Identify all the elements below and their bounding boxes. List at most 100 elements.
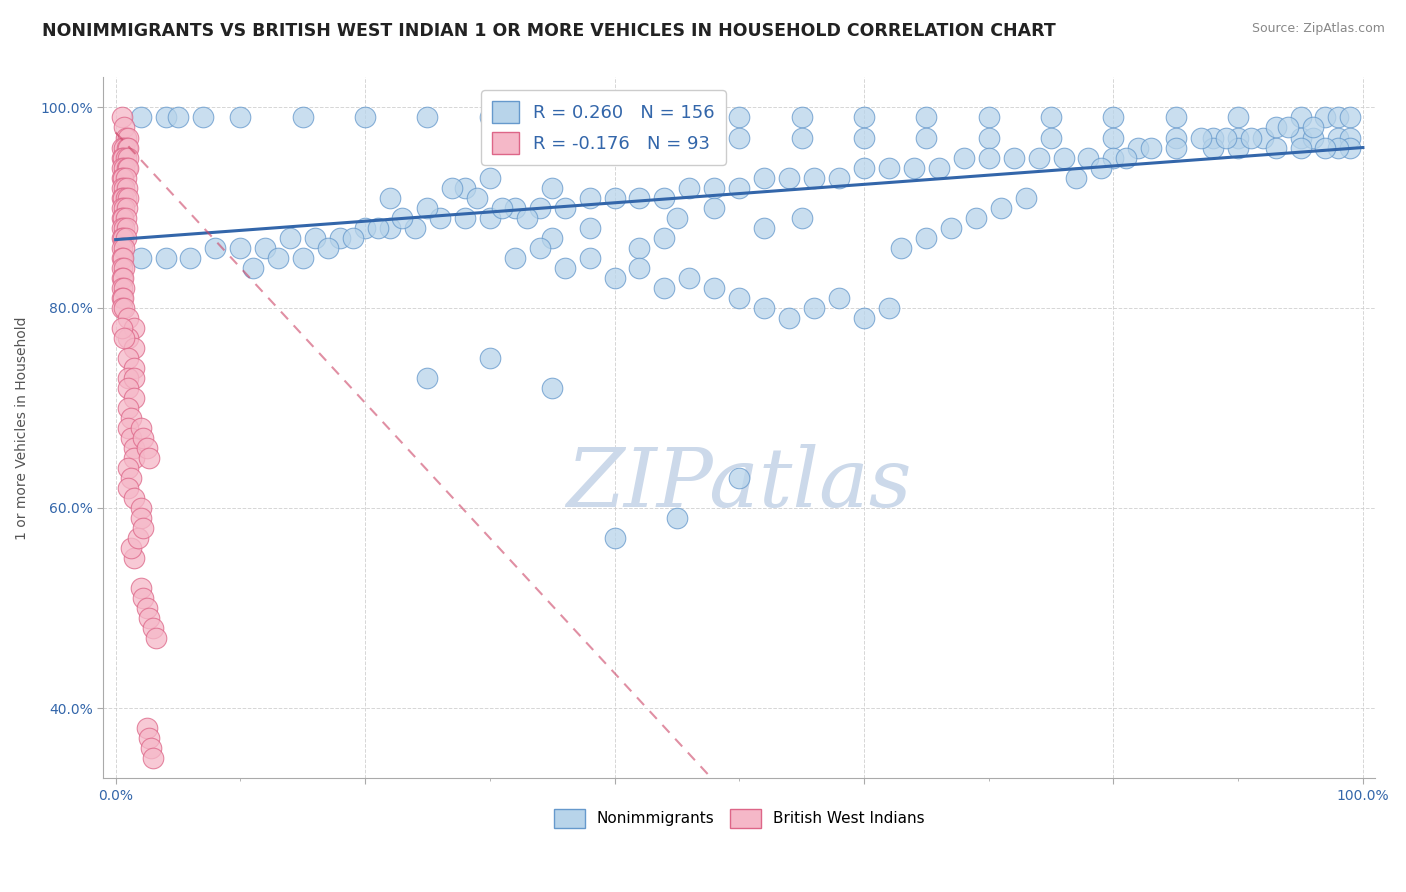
Point <box>129 500 152 515</box>
Point <box>628 241 651 255</box>
Point <box>915 130 938 145</box>
Point <box>124 360 146 375</box>
Point <box>678 270 700 285</box>
Point <box>304 230 326 244</box>
Point <box>129 581 152 595</box>
Point <box>112 230 135 244</box>
Point <box>111 260 134 275</box>
Point <box>129 111 152 125</box>
Point <box>129 511 152 525</box>
Point <box>114 130 136 145</box>
Point <box>112 301 135 315</box>
Point <box>112 270 135 285</box>
Point <box>603 190 626 204</box>
Point <box>129 251 152 265</box>
Point <box>291 111 314 125</box>
Point <box>790 111 813 125</box>
Point <box>1015 190 1038 204</box>
Point <box>728 291 751 305</box>
Point <box>977 111 1000 125</box>
Point <box>603 531 626 545</box>
Point <box>1202 130 1225 145</box>
Point <box>728 471 751 485</box>
Point <box>114 151 136 165</box>
Point <box>378 220 401 235</box>
Legend: Nonimmigrants, British West Indians: Nonimmigrants, British West Indians <box>548 803 931 834</box>
Point <box>138 450 160 465</box>
Point <box>111 281 134 295</box>
Point <box>928 161 950 175</box>
Point <box>478 211 501 225</box>
Text: Source: ZipAtlas.com: Source: ZipAtlas.com <box>1251 22 1385 36</box>
Point <box>877 161 900 175</box>
Point <box>1077 151 1099 165</box>
Point <box>111 301 134 315</box>
Point <box>117 481 139 495</box>
Point <box>129 421 152 435</box>
Point <box>142 751 165 765</box>
Point <box>1339 140 1361 154</box>
Point <box>112 220 135 235</box>
Point <box>1289 111 1312 125</box>
Text: ZIPatlas: ZIPatlas <box>567 444 912 524</box>
Point <box>124 491 146 505</box>
Point <box>1164 130 1187 145</box>
Point <box>124 450 146 465</box>
Point <box>416 371 439 385</box>
Point <box>115 140 138 154</box>
Point <box>111 180 134 194</box>
Point <box>117 381 139 395</box>
Point <box>111 230 134 244</box>
Point <box>135 441 157 455</box>
Point <box>124 441 146 455</box>
Point <box>603 130 626 145</box>
Point <box>117 401 139 415</box>
Point <box>1264 140 1286 154</box>
Point <box>391 211 413 225</box>
Point <box>1327 111 1350 125</box>
Point <box>454 180 477 194</box>
Point <box>529 201 551 215</box>
Point <box>316 241 339 255</box>
Point <box>278 230 301 244</box>
Point <box>1115 151 1137 165</box>
Point <box>112 241 135 255</box>
Point <box>541 230 564 244</box>
Point <box>111 140 134 154</box>
Point <box>120 471 142 485</box>
Point <box>242 260 264 275</box>
Point <box>155 111 177 125</box>
Point <box>117 130 139 145</box>
Point <box>1302 130 1324 145</box>
Point <box>112 151 135 165</box>
Point <box>267 251 290 265</box>
Point <box>139 741 162 756</box>
Point <box>354 220 377 235</box>
Point <box>117 310 139 325</box>
Point <box>728 130 751 145</box>
Point <box>112 190 135 204</box>
Point <box>117 161 139 175</box>
Point <box>124 391 146 405</box>
Point <box>112 201 135 215</box>
Point <box>578 251 600 265</box>
Point <box>790 130 813 145</box>
Point <box>111 201 134 215</box>
Point <box>378 190 401 204</box>
Point <box>1140 140 1163 154</box>
Point <box>229 111 252 125</box>
Point <box>1277 120 1299 135</box>
Point <box>112 120 135 135</box>
Point <box>977 151 1000 165</box>
Point <box>1315 111 1337 125</box>
Point <box>628 190 651 204</box>
Point <box>877 301 900 315</box>
Point <box>117 140 139 154</box>
Point <box>665 111 688 125</box>
Point <box>117 151 139 165</box>
Point <box>853 130 876 145</box>
Point <box>665 211 688 225</box>
Point <box>127 531 149 545</box>
Point <box>138 731 160 746</box>
Point <box>465 190 488 204</box>
